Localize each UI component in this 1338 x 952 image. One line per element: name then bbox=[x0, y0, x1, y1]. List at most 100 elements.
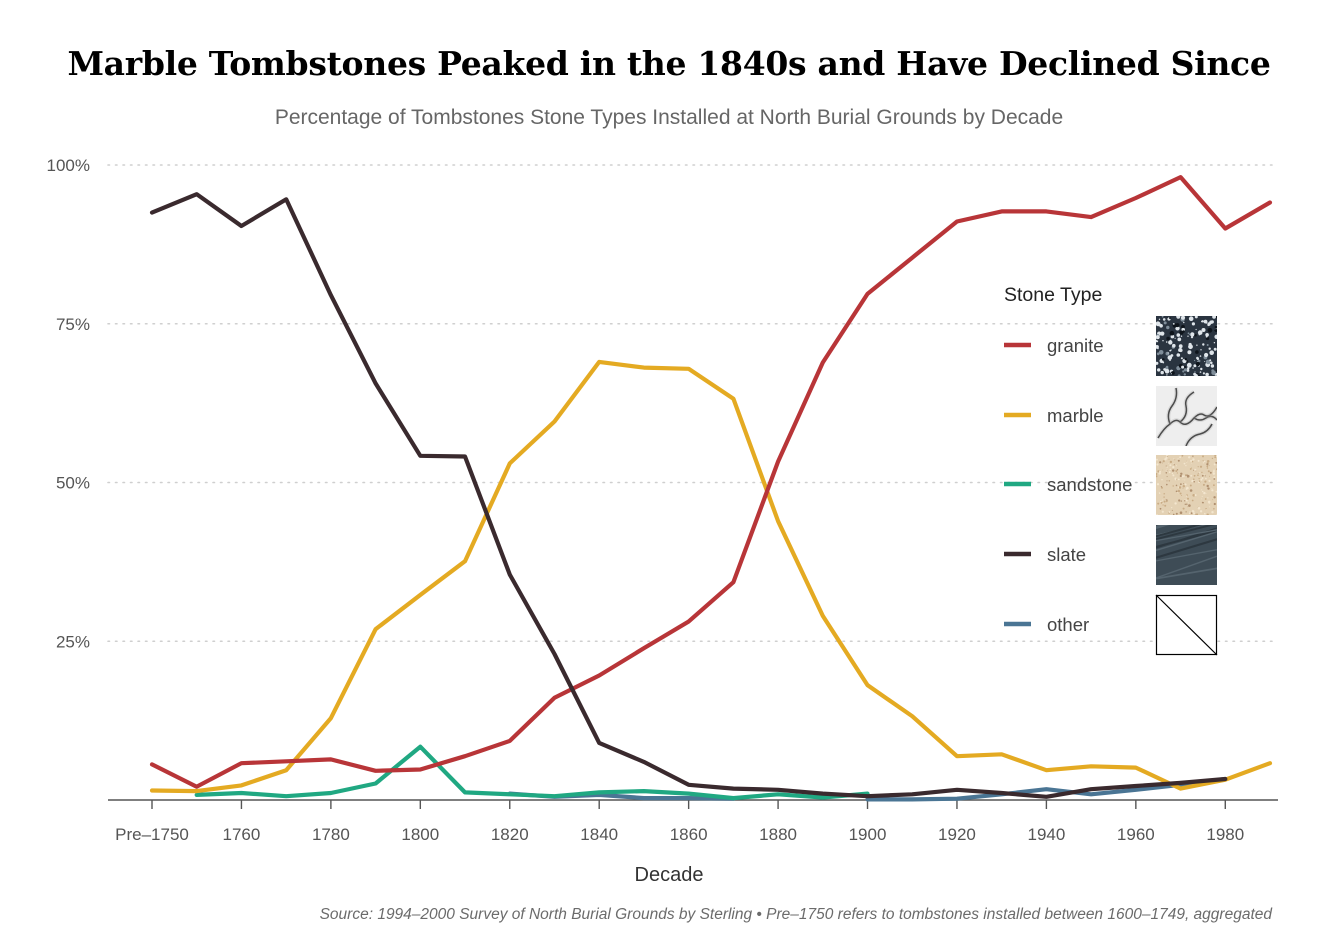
swatch-grain bbox=[1182, 507, 1185, 510]
sandstone-texture-swatch bbox=[1156, 455, 1217, 515]
swatch-grain bbox=[1199, 510, 1203, 513]
swatch-speck bbox=[1200, 367, 1203, 371]
swatch-vein-shadow bbox=[1156, 405, 1217, 440]
swatch-grain bbox=[1175, 490, 1178, 493]
swatch-grain bbox=[1160, 486, 1162, 488]
swatch-speck bbox=[1204, 361, 1206, 362]
swatch-grain bbox=[1184, 503, 1187, 505]
swatch-speck bbox=[1165, 365, 1169, 369]
swatch-grain bbox=[1201, 495, 1203, 497]
series-line-slate bbox=[149, 192, 1228, 799]
swatch-grain bbox=[1199, 465, 1203, 468]
swatch-speck bbox=[1205, 335, 1208, 338]
swatch-grain bbox=[1182, 485, 1186, 488]
swatch-grain bbox=[1214, 456, 1217, 459]
swatch-grain bbox=[1166, 465, 1168, 467]
swatch-speck bbox=[1165, 341, 1168, 343]
swatch-grain bbox=[1176, 478, 1177, 480]
swatch-grain bbox=[1179, 511, 1183, 514]
swatch-grain bbox=[1166, 480, 1168, 482]
swatch-speck bbox=[1205, 333, 1209, 337]
swatch-speck bbox=[1214, 329, 1216, 332]
swatch-grain bbox=[1188, 504, 1191, 507]
swatch-grain bbox=[1203, 491, 1206, 495]
swatch-speck bbox=[1166, 374, 1168, 376]
swatch-grain bbox=[1206, 513, 1209, 515]
swatch-speck bbox=[1190, 332, 1195, 337]
swatch-grain bbox=[1209, 506, 1211, 508]
swatch-speck bbox=[1168, 340, 1173, 345]
swatch-grain bbox=[1180, 500, 1183, 502]
swatch-grain bbox=[1173, 458, 1175, 460]
swatch-grain bbox=[1168, 458, 1170, 460]
swatch-streak bbox=[1156, 529, 1217, 548]
swatch-speck bbox=[1166, 317, 1168, 319]
swatch-grain bbox=[1184, 479, 1186, 481]
swatch-grain bbox=[1177, 458, 1179, 460]
swatch-speck bbox=[1197, 359, 1201, 363]
swatch-grain bbox=[1206, 467, 1209, 469]
swatch-speck bbox=[1188, 344, 1193, 350]
swatch-grain bbox=[1213, 484, 1215, 487]
swatch-grain bbox=[1209, 475, 1211, 477]
swatch-grain bbox=[1162, 460, 1165, 463]
swatch-grain bbox=[1169, 460, 1173, 464]
swatch-grain bbox=[1161, 462, 1163, 464]
swatch-grain bbox=[1211, 457, 1214, 460]
swatch-speck bbox=[1194, 359, 1196, 362]
swatch-speck bbox=[1199, 371, 1202, 373]
swatch-speck bbox=[1197, 330, 1203, 335]
swatch-grain bbox=[1213, 469, 1215, 472]
swatch-grain bbox=[1184, 483, 1187, 486]
swatch-grain bbox=[1171, 472, 1174, 475]
swatch-streak bbox=[1156, 529, 1217, 542]
swatch-speck bbox=[1208, 347, 1211, 350]
swatch-speck bbox=[1183, 368, 1188, 372]
swatch-grain bbox=[1204, 480, 1207, 483]
swatch-grain bbox=[1205, 477, 1207, 480]
swatch-grain bbox=[1174, 479, 1177, 481]
swatch-vein bbox=[1185, 423, 1213, 446]
swatch-grain bbox=[1213, 476, 1216, 479]
swatch-speck bbox=[1213, 342, 1216, 344]
swatch-grain bbox=[1213, 502, 1216, 506]
swatch-speck bbox=[1207, 327, 1213, 333]
swatch-grain bbox=[1172, 513, 1175, 515]
swatch-grain bbox=[1185, 495, 1188, 497]
swatch-grain bbox=[1198, 478, 1200, 480]
swatch-grain bbox=[1164, 504, 1167, 507]
swatch-grain bbox=[1206, 509, 1207, 511]
swatch-grain bbox=[1168, 511, 1171, 513]
series-line-marble bbox=[149, 359, 1273, 794]
granite-texture-swatch bbox=[1156, 316, 1217, 376]
swatch-speck bbox=[1177, 337, 1182, 342]
x-tick-label: 1760 bbox=[223, 825, 261, 844]
swatch-grain bbox=[1176, 469, 1179, 471]
swatch-grain bbox=[1208, 479, 1211, 482]
swatch-grain bbox=[1204, 512, 1206, 515]
x-tick-label: 1940 bbox=[1027, 825, 1065, 844]
swatch-grain bbox=[1171, 507, 1173, 509]
swatch-speck bbox=[1182, 330, 1185, 333]
swatch-speck bbox=[1187, 335, 1189, 337]
swatch-speck bbox=[1186, 367, 1190, 370]
swatch-speck bbox=[1205, 372, 1209, 376]
swatch-grain bbox=[1177, 489, 1181, 493]
swatch-grain bbox=[1197, 459, 1200, 462]
legend-label-other: other bbox=[1047, 614, 1089, 635]
swatch-grain bbox=[1208, 465, 1210, 467]
legend-label-marble: marble bbox=[1047, 405, 1104, 426]
swatch-grain bbox=[1204, 498, 1207, 500]
swatch-speck bbox=[1167, 352, 1169, 354]
swatch-grain bbox=[1159, 461, 1162, 464]
swatch-grain bbox=[1165, 455, 1168, 457]
swatch-speck bbox=[1180, 335, 1183, 337]
swatch-speck bbox=[1193, 372, 1196, 376]
swatch-grain bbox=[1184, 474, 1187, 477]
swatch-grain bbox=[1182, 479, 1184, 481]
swatch-speck bbox=[1170, 334, 1175, 339]
x-tick-label: 1800 bbox=[401, 825, 439, 844]
swatch-grain bbox=[1186, 461, 1188, 463]
swatch-speck bbox=[1163, 321, 1167, 325]
swatch-grain bbox=[1213, 508, 1215, 510]
